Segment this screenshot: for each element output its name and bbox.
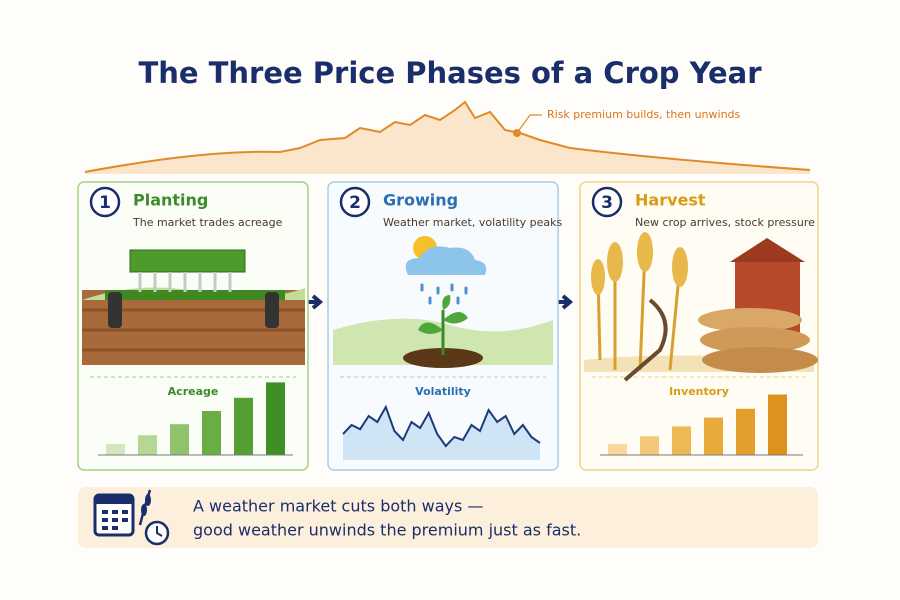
title: The Three Price Phases of a Crop Year <box>138 56 762 90</box>
harvest-illustration-part <box>698 308 802 332</box>
phase-badge <box>89 186 121 218</box>
footer-icon <box>93 489 170 546</box>
harvest-illustration-part <box>637 232 653 272</box>
bar <box>736 408 755 455</box>
chart-label: Acreage <box>168 385 219 398</box>
footer-icon-part <box>102 510 128 530</box>
harvest-illustration-part <box>623 298 668 382</box>
growing-illustration-part <box>418 295 468 334</box>
planting-illustration-part <box>138 272 232 292</box>
bar <box>234 397 253 455</box>
phase-badge <box>339 186 371 218</box>
growing-illustration <box>333 236 553 368</box>
bar <box>170 424 189 455</box>
price-ridge <box>84 100 811 174</box>
harvest-illustration-part <box>702 347 818 373</box>
planting-illustration <box>82 249 305 365</box>
phase-number: 2 <box>349 193 361 213</box>
bar <box>106 444 125 455</box>
harvest-illustration-part <box>591 259 605 295</box>
price-ridge-part <box>84 100 811 173</box>
footer-line: A weather market cuts both ways — <box>193 497 483 516</box>
bar <box>138 435 157 455</box>
footer-icon-part <box>145 494 151 506</box>
growing-illustration-part <box>403 348 483 368</box>
bar <box>768 394 787 455</box>
bar <box>202 411 221 455</box>
harvest-illustration-part <box>730 238 805 262</box>
price-ridge-part <box>85 102 810 174</box>
bar <box>640 436 659 455</box>
footer-icon-part <box>156 526 163 537</box>
phase-title: Growing <box>383 191 458 210</box>
harvest-illustration-part <box>607 242 623 282</box>
footer-icon-part <box>95 495 133 504</box>
volatility-area <box>343 407 540 460</box>
phase-number: 3 <box>601 193 613 213</box>
planting-illustration-part <box>129 249 246 273</box>
phase-subtitle: New crop arrives, stock pressure <box>635 216 815 229</box>
phase-badge <box>591 186 623 218</box>
harvest-illustration-part <box>596 249 682 371</box>
price-ridge-part <box>516 114 542 134</box>
volatility-line <box>342 404 541 448</box>
phase-number: 1 <box>99 193 111 213</box>
phase-subtitle: Weather market, volatility peaks <box>383 216 563 229</box>
growing-illustration-part <box>405 246 487 275</box>
phase-title: Harvest <box>635 191 706 210</box>
harvest-illustration-part <box>672 247 688 287</box>
chart-label: Inventory <box>669 385 729 398</box>
bar <box>672 426 691 455</box>
chart-label: Volatility <box>415 385 471 398</box>
phase-subtitle: The market trades acreage <box>132 216 283 229</box>
planting-illustration-part <box>108 292 122 328</box>
planting-illustration-part <box>105 290 285 300</box>
bar <box>266 382 285 455</box>
footer-line: good weather unwinds the premium just as… <box>193 521 581 540</box>
harvest-illustration-part <box>700 327 810 353</box>
annotation: Risk premium builds, then unwinds <box>547 108 741 121</box>
planting-illustration-part <box>265 292 279 328</box>
footer-box <box>78 487 818 548</box>
harvest-illustration <box>584 232 818 382</box>
phase-title: Planting <box>133 191 208 210</box>
footer-icon-part <box>141 504 147 516</box>
growing-illustration-part <box>420 283 468 305</box>
bar <box>704 417 723 455</box>
bar <box>608 444 627 455</box>
